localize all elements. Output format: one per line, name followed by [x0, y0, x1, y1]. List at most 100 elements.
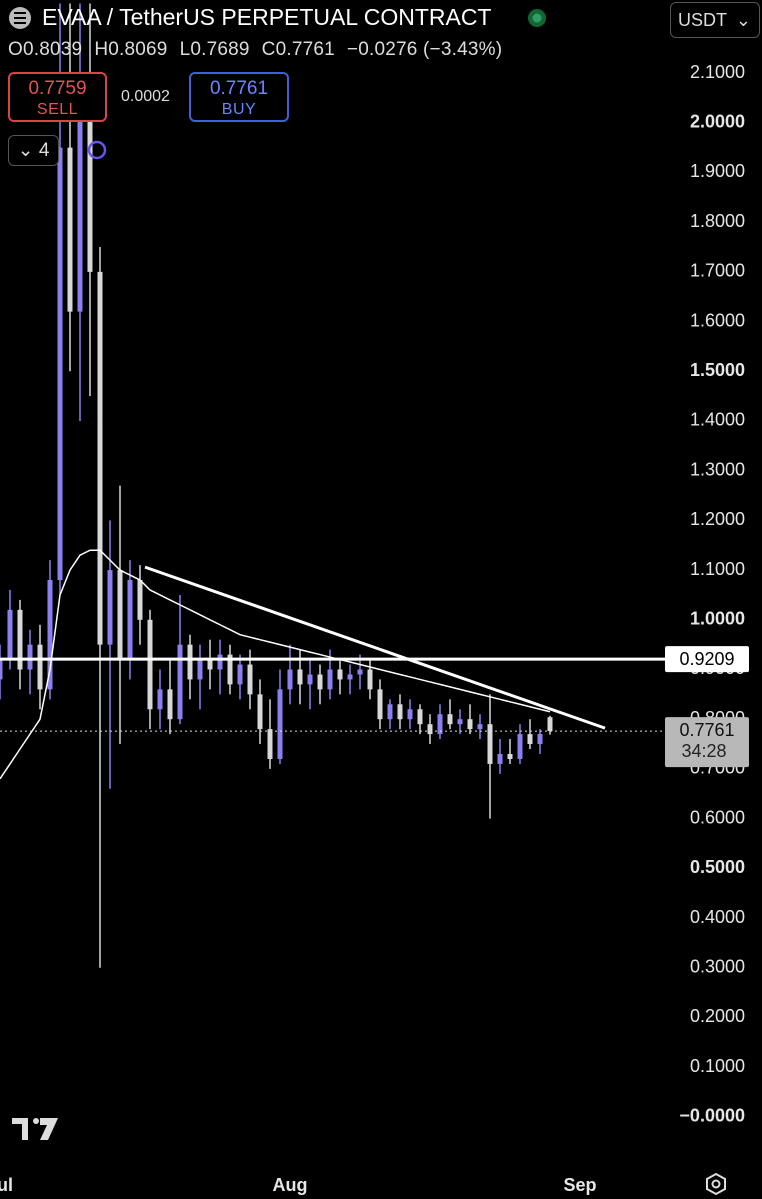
y-tick-label: 1.8000 [690, 211, 745, 231]
tv-logo [12, 1118, 58, 1140]
y-tick-label: 0.3000 [690, 956, 745, 976]
candle-body [27, 644, 33, 670]
refresh-icon[interactable] [87, 140, 107, 160]
y-tick-label: 1.2000 [690, 509, 745, 529]
candle-body [267, 729, 273, 759]
candle-body [537, 734, 543, 745]
candle-body [397, 704, 403, 720]
plot-area [0, 3, 665, 968]
coin-icon-lines [14, 12, 26, 24]
sell-label: SELL [36, 101, 79, 118]
countdown: 34:28 [681, 741, 726, 761]
y-tick-label: 2.1000 [690, 62, 745, 82]
candle-body [77, 97, 83, 312]
candle-body [347, 674, 353, 680]
ohlc-key: L [179, 39, 191, 60]
y-tick-label: 2.0000 [690, 112, 745, 132]
spread: 0.0002 [121, 88, 170, 105]
candle-body [217, 654, 223, 670]
candle-body [97, 271, 103, 645]
candle-body [497, 753, 503, 764]
candle-body [57, 147, 63, 581]
candle-body [367, 669, 373, 690]
candle-body [127, 580, 133, 660]
hline-label-box [665, 646, 749, 673]
candle-body [107, 570, 113, 645]
candle-body [207, 659, 213, 670]
ohlc-value: 0.8039 [22, 39, 83, 60]
buy-price: 0.7761 [209, 78, 269, 99]
interval-toggle[interactable]: ⌄ 4 [8, 135, 59, 166]
candle-body [447, 714, 453, 725]
y-tick-label: 1.0000 [690, 609, 745, 629]
ohlc-value: 0.7761 [275, 39, 335, 60]
settings-hex[interactable] [706, 1172, 726, 1196]
quote-select[interactable]: USDT ⌄ [670, 2, 760, 38]
chevron: ⌄ [735, 10, 751, 30]
y-tick-label: 0.4000 [690, 907, 745, 927]
settings-hole[interactable] [711, 1179, 721, 1189]
ohlc-value: 0.8069 [108, 39, 168, 60]
sell-button[interactable]: 0.7759 SELL [8, 72, 107, 122]
candle-body [147, 619, 153, 710]
candle-body [197, 659, 203, 680]
y-tick-label: 0.6000 [690, 807, 745, 827]
candle-body [247, 664, 253, 695]
candle-body [47, 580, 53, 690]
x-tick-label: Sep [563, 1175, 596, 1195]
x-tick-label: Aug [273, 1175, 308, 1195]
candle-body [37, 644, 43, 690]
candle-body [467, 719, 473, 730]
candle-body [117, 570, 123, 660]
y-tick-label: 0.5000 [690, 857, 745, 877]
candle-body [307, 674, 313, 685]
candle-body [137, 580, 143, 620]
candle-body [227, 654, 233, 685]
chart-title: EVAA / TetherUS PERPETUAL CONTRACT [42, 4, 492, 30]
candle-body [67, 147, 73, 312]
candle-body [17, 609, 23, 670]
hline-label: 0.9209 [679, 649, 734, 669]
candle-body [507, 753, 513, 759]
ohlc-legend: O0.8039 H0.8069 L0.7689 C0.7761 −0.0276 (−3.… [8, 39, 502, 61]
candle-body [427, 724, 433, 735]
candle-body [297, 669, 303, 685]
candle-body [87, 97, 93, 272]
candle-body [487, 724, 493, 764]
buy-button[interactable]: 0.7761 BUY [189, 72, 289, 122]
axes: 2.1000 2.0000 1.9000 1.8000 1.7000 1.6000 1.50… [0, 62, 749, 1195]
interval-value: 4 [38, 140, 50, 161]
x-tick-label: Jul [0, 1175, 13, 1195]
candle-body [457, 719, 463, 725]
candle-body [437, 714, 443, 735]
y-tick-label: 1.6000 [690, 310, 745, 330]
last-price-box [665, 717, 749, 768]
status-dot [532, 13, 542, 23]
candle-body [417, 709, 423, 725]
y-tick-label: 1.4000 [690, 410, 745, 430]
candle-body [327, 669, 333, 690]
candle-body [167, 689, 173, 720]
candle-body [387, 704, 393, 720]
buy-label: BUY [221, 101, 257, 118]
candle-body [407, 709, 413, 720]
candle-body [277, 689, 283, 759]
candle-body [377, 689, 383, 720]
settings-icon[interactable] [706, 1172, 726, 1196]
y-tick-label: 1.5000 [690, 360, 745, 380]
candle-body [477, 724, 483, 730]
candle-body [257, 694, 263, 730]
ohlc-key: C [261, 39, 276, 60]
candle-body [337, 669, 343, 680]
y-tick-label: 1.9000 [690, 161, 745, 181]
y-tick-label: 1.1000 [690, 559, 745, 579]
y-tick-label: −0.0000 [679, 1106, 745, 1126]
y-tick-label: 0.2000 [690, 1006, 745, 1026]
ohlc-key: H [94, 39, 109, 60]
moving-average [0, 549, 551, 780]
ohlc-value: 0.7689 [190, 39, 250, 60]
candle-body [157, 689, 163, 710]
candle-body [7, 609, 13, 660]
candle-body [237, 664, 243, 685]
